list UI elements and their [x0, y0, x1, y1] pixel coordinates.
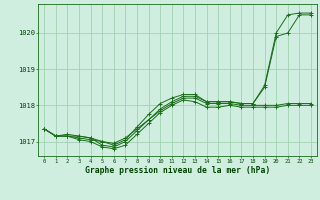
X-axis label: Graphe pression niveau de la mer (hPa): Graphe pression niveau de la mer (hPa) [85, 166, 270, 175]
